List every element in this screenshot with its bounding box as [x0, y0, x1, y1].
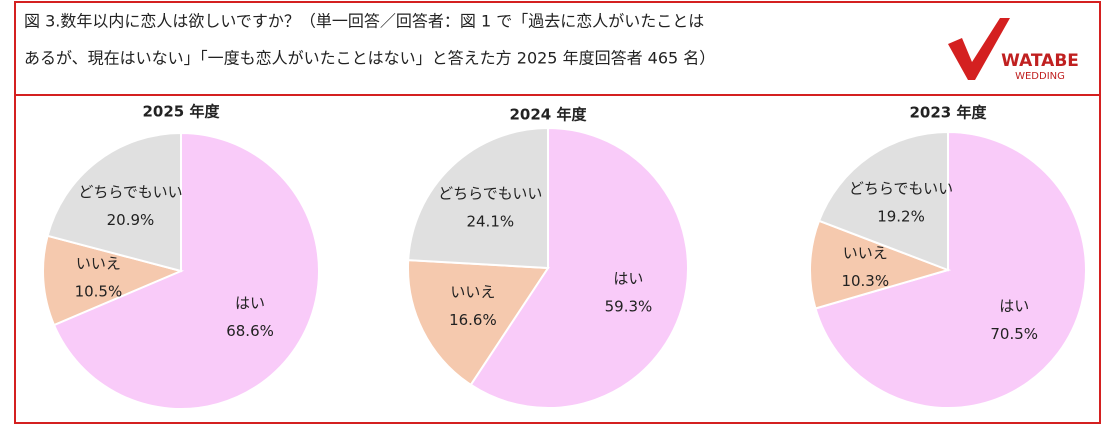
data-label: 19.2% — [877, 207, 925, 225]
frame — [14, 1, 1101, 424]
data-label: 10.5% — [75, 282, 123, 300]
slice-label: どちらでもいい — [438, 184, 542, 202]
data-label: 16.6% — [449, 311, 497, 329]
data-label: 68.6% — [226, 322, 274, 340]
pie-slice — [809, 219, 952, 310]
header-title: あるが、現在はいない」「一度も恋人がいたことはない」と答えた方 2025 年度回… — [24, 49, 715, 68]
slice-label: はい — [999, 297, 1029, 315]
slice-label: いいえ — [843, 244, 888, 262]
logo-mark — [948, 18, 1010, 80]
pie-slice — [469, 126, 689, 409]
logo-text: WATABE — [1001, 51, 1079, 71]
pie-slice — [407, 259, 550, 387]
pie-slice — [52, 131, 320, 410]
slice-label: はい — [235, 294, 265, 312]
slice-label: いいえ — [76, 254, 121, 272]
data-label: 20.9% — [107, 211, 155, 229]
slice-label: どちらでもいい — [849, 179, 953, 197]
pie-slice — [407, 126, 549, 270]
chart-title: 2023 年度 — [910, 104, 988, 122]
data-label: 24.1% — [466, 212, 514, 230]
slice-label: いいえ — [450, 283, 495, 301]
logo: WATABE WEDDING — [948, 18, 1079, 82]
chart-title: 2024 年度 — [510, 106, 588, 124]
logo-text: WEDDING — [1015, 71, 1065, 82]
data-label: 59.3% — [605, 298, 653, 316]
pie-slice — [46, 131, 182, 273]
data-label: 10.3% — [841, 272, 889, 290]
data-label: 70.5% — [990, 325, 1038, 343]
slice-label: はい — [613, 270, 643, 288]
pie-slice — [817, 130, 949, 272]
chart-title: 2025 年度 — [143, 103, 221, 121]
slice-label: どちらでもいい — [78, 183, 182, 201]
header-title: 図 3.数年以内に恋人は欲しいですか？（単一回答／回答者：図 1 で「過去に恋人… — [24, 12, 704, 31]
pie-slice — [42, 234, 185, 327]
